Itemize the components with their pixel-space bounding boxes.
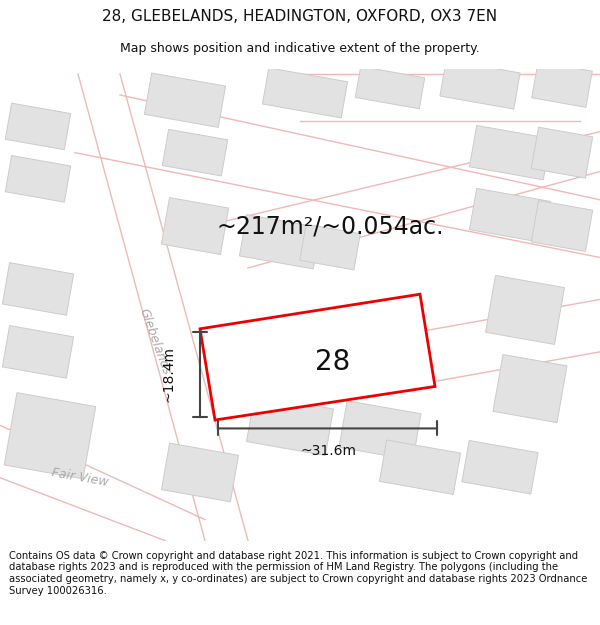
Polygon shape bbox=[339, 332, 421, 392]
Polygon shape bbox=[2, 262, 74, 315]
Polygon shape bbox=[440, 60, 520, 109]
Polygon shape bbox=[200, 294, 435, 420]
Polygon shape bbox=[5, 103, 71, 150]
Polygon shape bbox=[493, 354, 567, 422]
Text: 28: 28 bbox=[315, 348, 350, 376]
Text: Fair View: Fair View bbox=[50, 466, 109, 489]
Polygon shape bbox=[247, 395, 334, 456]
Polygon shape bbox=[4, 392, 96, 479]
Polygon shape bbox=[2, 326, 74, 378]
Polygon shape bbox=[379, 440, 461, 494]
Text: ~18.4m: ~18.4m bbox=[161, 346, 175, 402]
Polygon shape bbox=[462, 441, 538, 494]
Polygon shape bbox=[162, 129, 228, 176]
Polygon shape bbox=[355, 66, 425, 109]
Text: Glebelands: Glebelands bbox=[137, 306, 173, 376]
Polygon shape bbox=[5, 156, 71, 202]
Polygon shape bbox=[485, 276, 565, 344]
Polygon shape bbox=[531, 127, 593, 178]
Polygon shape bbox=[145, 73, 226, 127]
Polygon shape bbox=[532, 62, 592, 107]
Polygon shape bbox=[469, 188, 551, 242]
Polygon shape bbox=[247, 338, 334, 398]
Polygon shape bbox=[161, 198, 229, 254]
Polygon shape bbox=[161, 443, 239, 502]
Polygon shape bbox=[339, 401, 421, 460]
Text: Map shows position and indicative extent of the property.: Map shows position and indicative extent… bbox=[120, 42, 480, 54]
Polygon shape bbox=[262, 68, 347, 118]
Text: Contains OS data © Crown copyright and database right 2021. This information is : Contains OS data © Crown copyright and d… bbox=[9, 551, 587, 596]
Polygon shape bbox=[531, 201, 593, 251]
Text: ~31.6m: ~31.6m bbox=[300, 444, 356, 459]
Polygon shape bbox=[239, 214, 320, 269]
Polygon shape bbox=[469, 126, 551, 180]
Polygon shape bbox=[300, 224, 360, 270]
Text: ~217m²/~0.054ac.: ~217m²/~0.054ac. bbox=[216, 214, 444, 238]
Text: 28, GLEBELANDS, HEADINGTON, OXFORD, OX3 7EN: 28, GLEBELANDS, HEADINGTON, OXFORD, OX3 … bbox=[103, 9, 497, 24]
